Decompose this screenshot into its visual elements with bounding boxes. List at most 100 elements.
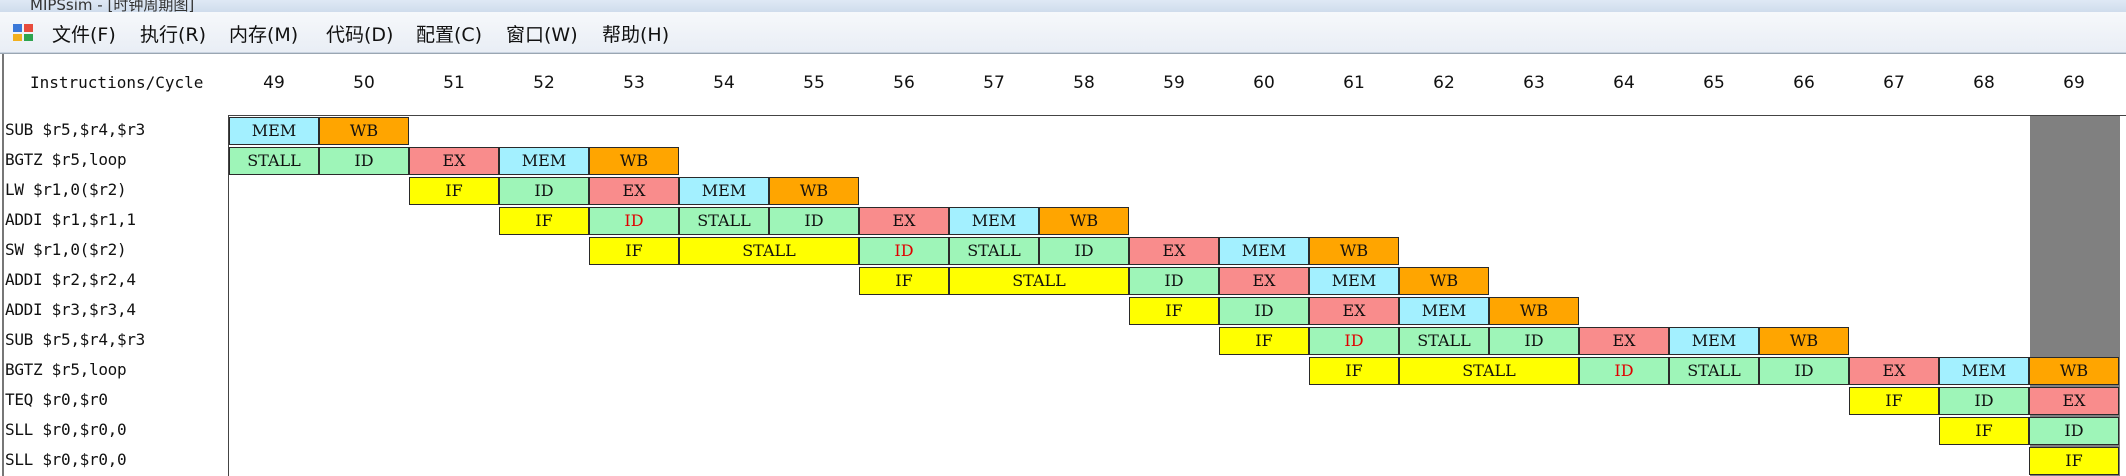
cycle-header: 57 [983, 73, 1005, 93]
stage-cell: ID [1129, 267, 1219, 295]
menu-file[interactable]: 文件(F) [52, 24, 116, 46]
stage-cell: MEM [1309, 267, 1399, 295]
stage-cell: STALL [1669, 357, 1759, 385]
instruction-label: ADDI $r1,$r1,1 [5, 210, 136, 229]
stage-cell: IF [499, 207, 589, 235]
stage-cell: STALL [949, 267, 1129, 295]
stage-cell: EX [409, 147, 499, 175]
cycle-header: 51 [443, 73, 465, 93]
cycle-header: 59 [1163, 73, 1185, 93]
stage-cell: EX [1219, 267, 1309, 295]
stage-cell: MEM [229, 117, 319, 145]
instruction-label: BGTZ $r5,loop [5, 360, 127, 379]
stage-cell: STALL [679, 207, 769, 235]
stage-cell: EX [1849, 357, 1939, 385]
stage-cell: WB [1399, 267, 1489, 295]
stage-cell: EX [1129, 237, 1219, 265]
menu-separator [0, 53, 2126, 54]
stage-cell: EX [859, 207, 949, 235]
stage-cell: MEM [1219, 237, 1309, 265]
instruction-label: BGTZ $r5,loop [5, 150, 127, 169]
stage-cell: ID [859, 237, 949, 265]
cycle-header: 54 [713, 73, 735, 93]
stage-cell: WB [1039, 207, 1129, 235]
stage-cell: MEM [1939, 357, 2029, 385]
grid-header-line [228, 115, 2126, 116]
stage-cell: ID [1219, 297, 1309, 325]
stage-cell: WB [319, 117, 409, 145]
instruction-label: SUB $r5,$r4,$r3 [5, 120, 145, 139]
cycle-header: 63 [1523, 73, 1545, 93]
stage-cell: WB [769, 177, 859, 205]
stage-cell: ID [2029, 417, 2119, 445]
cycle-header: 66 [1793, 73, 1815, 93]
stage-cell: WB [1759, 327, 1849, 355]
stage-cell: WB [589, 147, 679, 175]
stage-cell: EX [1579, 327, 1669, 355]
menu-config[interactable]: 配置(C) [416, 24, 483, 46]
title-bar: MIPSsim - [时钟周期图] [0, 0, 2126, 12]
cycle-header: 69 [2063, 73, 2085, 93]
stage-cell: ID [769, 207, 859, 235]
stage-cell: STALL [1399, 327, 1489, 355]
cycle-header: 50 [353, 73, 375, 93]
stage-cell: ID [1489, 327, 1579, 355]
stage-cell: IF [1219, 327, 1309, 355]
cycle-header: 52 [533, 73, 555, 93]
instruction-label: SLL $r0,$r0,0 [5, 450, 127, 469]
stage-cell: IF [2029, 447, 2119, 475]
app-icon[interactable] [12, 21, 34, 43]
stage-cell: IF [1849, 387, 1939, 415]
grid-divider-line [228, 116, 229, 476]
stage-cell: MEM [1669, 327, 1759, 355]
menu-bar: 文件(F) 执行(R) 内存(M) 代码(D) 配置(C) 窗口(W) 帮助(H… [0, 12, 2126, 53]
stage-cell: ID [1579, 357, 1669, 385]
stage-cell: MEM [499, 147, 589, 175]
cycle-header: 56 [893, 73, 915, 93]
cycle-header: 58 [1073, 73, 1095, 93]
menu-run[interactable]: 执行(R) [140, 24, 207, 46]
stage-cell: ID [1309, 327, 1399, 355]
grid-header-label: Instructions/Cycle [30, 73, 204, 92]
stage-cell: EX [1309, 297, 1399, 325]
instruction-label: LW $r1,0($r2) [5, 180, 127, 199]
current-cycle-column [2030, 116, 2120, 476]
stage-cell: STALL [949, 237, 1039, 265]
cycle-header: 68 [1973, 73, 1995, 93]
cycle-header: 55 [803, 73, 825, 93]
menu-code[interactable]: 代码(D) [326, 24, 394, 46]
stage-cell: IF [859, 267, 949, 295]
stage-cell: MEM [949, 207, 1039, 235]
instruction-label: TEQ $r0,$r0 [5, 390, 108, 409]
stage-cell: IF [1309, 357, 1399, 385]
menu-window[interactable]: 窗口(W) [506, 24, 578, 46]
stage-cell: WB [1309, 237, 1399, 265]
stage-cell: ID [589, 207, 679, 235]
instruction-label: ADDI $r2,$r2,4 [5, 270, 136, 289]
cycle-header: 64 [1613, 73, 1635, 93]
instruction-label: SLL $r0,$r0,0 [5, 420, 127, 439]
stage-cell: ID [1039, 237, 1129, 265]
grid-left-border [2, 54, 4, 476]
stage-cell: ID [499, 177, 589, 205]
stage-cell: ID [1759, 357, 1849, 385]
menu-memory[interactable]: 内存(M) [229, 24, 299, 46]
instruction-label: SW $r1,0($r2) [5, 240, 127, 259]
menu-help[interactable]: 帮助(H) [602, 24, 670, 46]
cycle-header: 67 [1883, 73, 1905, 93]
stage-cell: ID [319, 147, 409, 175]
stage-cell: EX [2029, 387, 2119, 415]
stage-cell: STALL [679, 237, 859, 265]
instruction-label: SUB $r5,$r4,$r3 [5, 330, 145, 349]
stage-cell: MEM [1399, 297, 1489, 325]
stage-cell: WB [2029, 357, 2119, 385]
stage-cell: IF [1939, 417, 2029, 445]
cycle-header: 60 [1253, 73, 1275, 93]
cycle-header: 65 [1703, 73, 1725, 93]
stage-cell: STALL [1399, 357, 1579, 385]
stage-cell: EX [589, 177, 679, 205]
stage-cell: IF [1129, 297, 1219, 325]
stage-cell: IF [409, 177, 499, 205]
stage-cell: WB [1489, 297, 1579, 325]
stage-cell: MEM [679, 177, 769, 205]
